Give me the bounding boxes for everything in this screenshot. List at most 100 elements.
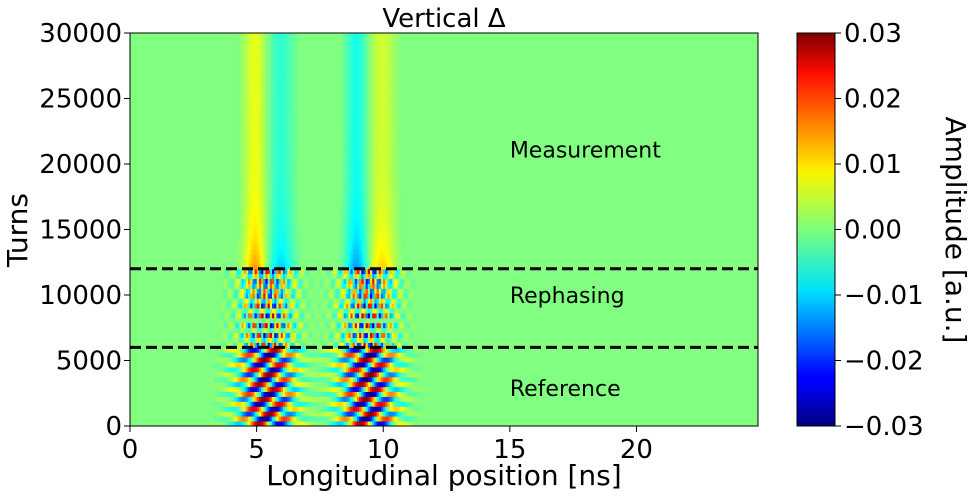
heatmap-cell: [407, 274, 410, 279]
heatmap-cell: [396, 146, 399, 151]
heatmap-cell: [320, 333, 323, 338]
heatmap-cell: [287, 333, 290, 338]
heatmap-cell: [296, 146, 299, 151]
heatmap-cell: [331, 333, 334, 338]
heatmap-cell: [296, 121, 299, 126]
heatmap-cell: [366, 234, 369, 239]
heatmap-cell: [303, 303, 306, 308]
heatmap-cell: [298, 338, 301, 343]
heatmap-cell: [366, 259, 369, 264]
heatmap-cell: [318, 313, 321, 318]
heatmap-cell: [296, 190, 299, 195]
heatmap-cell: [296, 131, 299, 136]
heatmap-cell: [350, 377, 353, 382]
heatmap-cell: [414, 323, 417, 328]
heatmap-cell: [281, 338, 284, 343]
heatmap-cell: [396, 171, 399, 176]
heatmap-cell: [407, 406, 410, 411]
heatmap-cell: [261, 318, 264, 323]
heatmap-cell: [366, 38, 369, 43]
heatmap-cell: [303, 308, 306, 313]
heatmap-cell: [403, 308, 406, 313]
heatmap-cell: [263, 161, 266, 166]
heatmap-cell: [296, 87, 299, 92]
heatmap-cell: [296, 67, 299, 72]
heatmap-cell: [326, 357, 329, 362]
heatmap-cell: [350, 416, 353, 421]
heatmap-cell: [414, 313, 417, 318]
heatmap-cell: [366, 121, 369, 126]
heatmap-cell: [237, 367, 240, 372]
heatmap-cell: [357, 318, 360, 323]
heatmap-cell: [398, 239, 401, 244]
heatmap-cell: [237, 406, 240, 411]
heatmap-cell: [396, 82, 399, 87]
heatmap-cell: [226, 416, 229, 421]
heatmap-cell: [335, 303, 338, 308]
heatmap-cell: [409, 313, 412, 318]
heatmap-cell: [350, 318, 353, 323]
heatmap-cell: [300, 274, 303, 279]
heatmap-cell: [292, 298, 295, 303]
heatmap-cell: [383, 328, 386, 333]
heatmap-cell: [316, 382, 319, 387]
heatmap-cell: [316, 401, 319, 406]
heatmap-cell: [396, 48, 399, 53]
heatmap-cell: [396, 87, 399, 92]
heatmap-cell: [250, 308, 253, 313]
heatmap-cell: [296, 210, 299, 215]
heatmap-cell: [265, 171, 268, 176]
heatmap-cell: [342, 338, 345, 343]
heatmap-cell: [298, 293, 301, 298]
heatmap-cell: [414, 279, 417, 284]
heatmap-cell: [396, 185, 399, 190]
heatmap-cell: [263, 126, 266, 131]
heatmap-cell: [263, 33, 266, 38]
heatmap-cell: [401, 259, 404, 264]
heatmap-cell: [372, 328, 375, 333]
heatmap-cell: [289, 401, 292, 406]
heatmap-cell: [333, 392, 336, 397]
heatmap-cell: [300, 372, 303, 377]
heatmap-cell: [390, 284, 393, 289]
heatmap-cell: [366, 146, 369, 151]
heatmap-cell: [263, 87, 266, 92]
heatmap-cell: [366, 107, 369, 112]
heatmap-cell: [248, 318, 251, 323]
heatmap-cell: [407, 284, 410, 289]
heatmap-cell: [420, 387, 423, 392]
heatmap-cell: [226, 313, 229, 318]
heatmap-cell: [398, 205, 401, 210]
heatmap-cell: [226, 308, 229, 313]
heatmap-cell: [366, 249, 369, 254]
heatmap-cell: [416, 397, 419, 402]
heatmap-cell: [396, 67, 399, 72]
heatmap-cell: [265, 205, 268, 210]
heatmap-cell: [248, 328, 251, 333]
heatmap-cell: [231, 284, 234, 289]
heatmap-cell: [300, 352, 303, 357]
heatmap-cell: [226, 357, 229, 362]
heatmap-cell: [296, 48, 299, 53]
heatmap-cell: [396, 180, 399, 185]
heatmap-cell: [396, 92, 399, 97]
heatmap-cell: [366, 82, 369, 87]
heatmap-cell: [265, 215, 268, 220]
heatmap-cell: [326, 397, 329, 402]
heatmap-cell: [366, 97, 369, 102]
heatmap-cell: [416, 342, 419, 347]
heatmap-cell: [298, 328, 301, 333]
heatmap-cell: [265, 318, 268, 323]
heatmap-cell: [298, 234, 301, 239]
heatmap-cell: [340, 313, 343, 318]
heatmap-cell: [383, 318, 386, 323]
heatmap-cell: [387, 298, 390, 303]
heatmap-cell: [265, 195, 268, 200]
heatmap-cell: [265, 185, 268, 190]
heatmap-cell: [300, 392, 303, 397]
heatmap-cell: [396, 77, 399, 82]
heatmap-cell: [263, 141, 266, 146]
heatmap-cell: [411, 284, 414, 289]
heatmap-cell: [344, 323, 347, 328]
heatmap-cell: [411, 293, 414, 298]
